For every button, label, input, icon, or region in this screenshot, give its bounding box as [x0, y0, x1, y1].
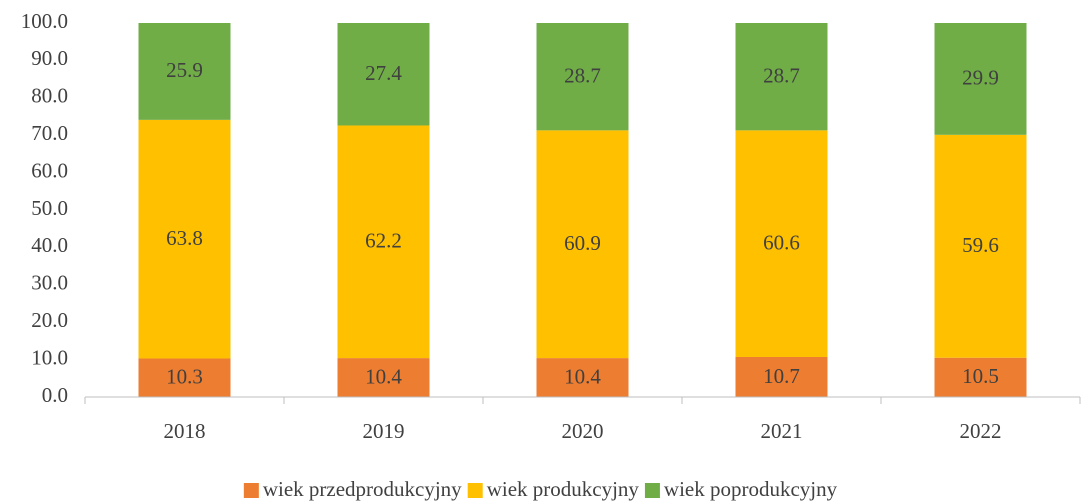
data-label: 62.2: [365, 229, 402, 253]
bar-segment: [138, 23, 231, 120]
data-label: 10.4: [564, 364, 601, 388]
y-tick-label: 100.0: [21, 9, 68, 33]
bar-segment: [735, 356, 828, 397]
bar-segment: [138, 119, 231, 359]
data-label: 63.8: [166, 226, 203, 250]
bar-segment: [138, 358, 231, 397]
x-tick-label: 2019: [363, 419, 405, 443]
bar-segment: [934, 134, 1027, 358]
data-label: 29.9: [962, 66, 999, 90]
y-tick-label: 70.0: [31, 121, 68, 145]
x-tick-label: 2021: [761, 419, 803, 443]
bar-segment: [735, 23, 828, 131]
data-label: 10.7: [763, 364, 800, 388]
data-label: 28.7: [763, 63, 800, 87]
y-tick-label: 60.0: [31, 158, 68, 182]
x-tick-label: 2022: [960, 419, 1002, 443]
legend-swatch: [467, 483, 483, 498]
y-tick-label: 40.0: [31, 233, 68, 257]
data-label: 10.3: [166, 365, 203, 389]
legend-label: wiek poprodukcyjny: [664, 477, 838, 501]
y-tick-label: 10.0: [31, 345, 68, 369]
y-tick-label: 20.0: [31, 308, 68, 332]
data-label: 28.7: [564, 63, 601, 87]
legend-label: wiek produkcyjny: [487, 477, 640, 501]
x-tick-label: 2020: [562, 419, 604, 443]
y-tick-label: 90.0: [31, 46, 68, 70]
legend-swatch: [243, 483, 259, 498]
data-label: 60.9: [564, 231, 601, 255]
data-label: 59.6: [962, 233, 999, 257]
bar-segment: [337, 23, 430, 126]
bar-segment: [536, 23, 629, 131]
y-tick-label: 50.0: [31, 196, 68, 220]
legend-label: wiek przedprodukcyjny: [263, 477, 462, 501]
data-label: 25.9: [166, 58, 203, 82]
bar-segment: [337, 125, 430, 359]
y-tick-label: 80.0: [31, 84, 68, 108]
y-tick-label: 0.0: [42, 383, 68, 407]
legend-swatch: [644, 483, 660, 498]
data-label: 10.5: [962, 364, 999, 388]
bar-segment: [536, 130, 629, 359]
data-label: 60.6: [763, 230, 800, 254]
bar-segment: [934, 23, 1027, 135]
bar-segment: [934, 357, 1027, 397]
data-label: 27.4: [365, 61, 402, 85]
bar-segment: [536, 358, 629, 397]
bar-segment: [337, 358, 430, 397]
data-label: 10.4: [365, 364, 402, 388]
x-tick-label: 2018: [164, 419, 206, 443]
bar-segment: [735, 130, 828, 357]
y-tick-label: 30.0: [31, 271, 68, 295]
